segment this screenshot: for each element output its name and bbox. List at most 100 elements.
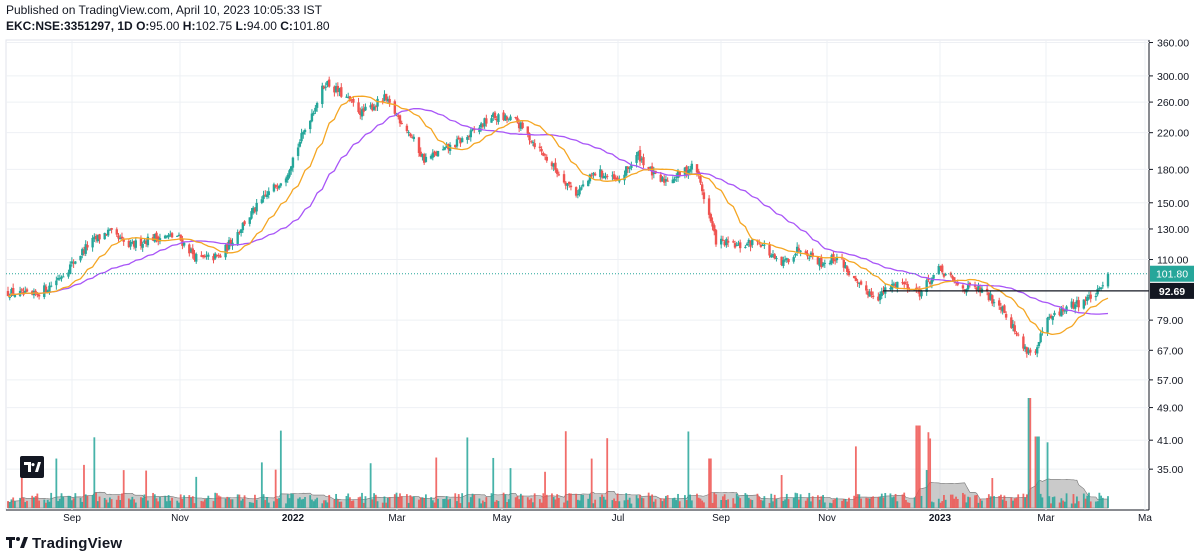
volume-bar [746, 494, 748, 508]
candle-body [647, 166, 650, 170]
volume-bar [822, 494, 824, 508]
candle-body [264, 194, 267, 196]
volume-bar [929, 438, 932, 508]
candle-body [785, 258, 789, 260]
ma-slow-line [7, 107, 1109, 315]
candle-body [72, 262, 75, 264]
volume-bar [956, 498, 959, 508]
candle-body [630, 164, 633, 168]
candle-body [545, 156, 548, 161]
candle-body [308, 120, 312, 130]
volume-bar [411, 496, 413, 508]
volume-bar [122, 470, 125, 508]
candle-body [279, 183, 283, 186]
volume-bar [616, 493, 619, 508]
volume-bar [83, 464, 85, 508]
y-tick-label: 79.00 [1157, 315, 1183, 327]
candle-body [590, 175, 593, 177]
volume-bar [155, 498, 158, 508]
candle-body [721, 239, 725, 241]
volume-bar [590, 458, 593, 508]
volume-bar [323, 500, 325, 508]
volume-bar [1050, 503, 1052, 508]
x-tick-label: Nov [818, 513, 836, 524]
volume-bar [58, 498, 61, 508]
volume-bar [240, 500, 243, 508]
volume-bar [1058, 502, 1061, 508]
candle-body [744, 246, 747, 248]
candle-body [761, 244, 764, 246]
candle-body [892, 283, 896, 285]
volume-bar [804, 500, 807, 508]
volume-bar [383, 496, 386, 508]
candle-body [410, 136, 414, 138]
volume-bar [20, 473, 23, 508]
volume-bar [576, 499, 579, 508]
y-tick-label: 49.00 [1157, 403, 1183, 415]
volume-bar [483, 501, 486, 508]
volume-bar [407, 502, 410, 508]
candle-body [86, 244, 89, 248]
candle-body [889, 288, 892, 290]
candle-body [871, 295, 875, 298]
candle-body [614, 177, 618, 180]
volume-bar [1053, 496, 1056, 508]
candle-body [616, 177, 619, 180]
candle-body [8, 297, 11, 299]
candle-body [999, 307, 1003, 310]
volume-bar [374, 494, 377, 508]
candle-body [638, 149, 642, 162]
candle-body [593, 173, 597, 176]
volume-bar [589, 494, 591, 508]
candle-body [925, 280, 928, 292]
volume-bar [618, 501, 621, 508]
candle-body [759, 244, 763, 247]
candle-body [37, 294, 41, 297]
volume-bar [796, 493, 799, 508]
candle-body [1039, 333, 1042, 343]
volume-bar [1048, 496, 1051, 508]
candle-body [274, 184, 277, 188]
y-tick-label: 110.00 [1157, 255, 1188, 267]
volume-bar [133, 499, 135, 508]
volume-bar [925, 470, 928, 508]
volume-bar [949, 494, 952, 508]
candle-body [276, 187, 279, 189]
volume-bar [55, 458, 58, 508]
candle-body [1046, 317, 1049, 333]
candle-body [566, 183, 569, 186]
last-price-badge [1150, 265, 1194, 282]
candle-body [968, 282, 972, 286]
volume-bar [454, 493, 457, 508]
candle-body [942, 273, 946, 277]
volume-bar [228, 497, 230, 508]
volume-bar [495, 500, 498, 508]
volume-bar [811, 496, 814, 508]
volume-bar [696, 493, 698, 508]
candle-body [195, 254, 198, 262]
volume-bar [939, 502, 942, 508]
volume-bar [10, 499, 13, 508]
volume-bar [274, 469, 277, 508]
candle-body [105, 234, 108, 236]
low-label: L: [235, 19, 247, 33]
volume-bar [913, 497, 916, 508]
candle-body [896, 281, 899, 288]
candle-body [436, 151, 440, 157]
volume-bar [397, 497, 400, 508]
candle-body [327, 79, 331, 87]
candle-body [509, 116, 512, 121]
volume-bar [816, 495, 819, 508]
candle-body [666, 180, 669, 182]
volume-bar [191, 496, 194, 508]
price-chart[interactable]: Sep Nov 2022 Mar May Jul Sep Nov 2023 Mar Ma 360.00… [0, 38, 1200, 528]
volume-bar [578, 500, 581, 508]
candle-body [46, 290, 49, 293]
volume-bar [722, 496, 724, 508]
volume-bar [188, 495, 191, 508]
candle-body [833, 260, 837, 262]
candle-body [170, 233, 174, 238]
volume-bar [278, 498, 281, 508]
volume-bar [647, 492, 650, 508]
volume-bar [892, 496, 895, 508]
